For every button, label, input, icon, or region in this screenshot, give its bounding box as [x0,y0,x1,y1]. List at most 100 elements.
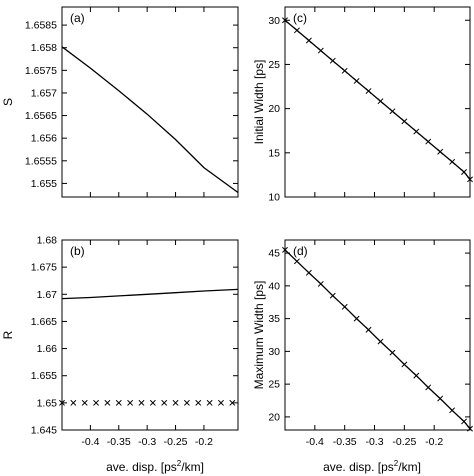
y-tick-label: 30 [268,15,280,27]
data-point [329,292,336,299]
data-point [413,128,420,135]
data-point [425,384,432,391]
data-point [218,399,224,406]
plot-frame [284,239,471,431]
x-axis-label-right-sup: 2 [394,459,399,468]
y-tick-label: 1.675 [31,262,57,274]
data-point [377,338,384,345]
data-point [317,47,324,54]
y-tick-label: 10 [268,192,280,204]
x-axis-label-left-prefix: ave. disp. [ps [106,460,177,474]
data-point [93,399,100,406]
y-tick-label: 20 [268,411,280,423]
panel-label: (b) [70,244,85,258]
data-point [282,246,288,253]
data-point [413,372,420,379]
y-tick-label: 30 [268,346,280,358]
series-line [284,19,471,180]
y-tick-label: 1.658 [31,42,57,54]
panel-label: (d) [293,244,308,258]
y-tick-label: 1.645 [31,425,57,437]
y-tick-label: 25 [268,59,280,71]
data-point [293,258,300,265]
data-point [149,399,156,406]
x-tick-label: -0.3 [365,436,383,448]
data-point [138,399,145,406]
data-point [195,399,202,406]
panel-b: -0.4 -0.35 -0.3 -0.25 -0.2 1.645 1.65 1.655 1.66… [1,235,239,448]
data-point [461,169,467,175]
y-tick-label: 1.656 [31,133,57,145]
y-tick-label: 1.665 [31,316,57,328]
data-point [206,399,213,406]
data-point [377,98,384,105]
y-tick-label: 25 [268,379,280,391]
data-point [365,326,372,333]
panel-d: -0.4 -0.35 -0.3 -0.25 -0.2 20 25 30 35 40 45 Maximu… [252,239,473,448]
y-tick-label: 1.655 [31,370,57,382]
data-point [353,78,360,84]
data-point [81,399,88,406]
x-tick-label: -0.4 [306,436,324,448]
data-point [293,27,300,34]
data-point [115,399,122,406]
series-0 [282,246,473,432]
x-tick-label: -0.4 [81,436,99,448]
x-axis-label-left-suffix: /km] [181,460,204,474]
plot-frame [61,6,239,198]
panel-label: (c) [293,11,307,25]
y-tick-label: 1.65 [37,397,58,409]
data-point [467,425,473,432]
data-point [161,399,168,406]
series-0 [282,17,473,183]
y-tick-label: 20 [268,103,280,115]
x-tick-label: -0.3 [138,436,156,448]
x-tick-label: -0.35 [107,436,131,448]
data-point [467,176,473,183]
x-axis-label-left-sup: 2 [177,459,182,468]
panel-c: 10 15 20 25 30 Initial Width [ps] (c) [252,6,473,204]
y-tick-label: 15 [268,147,280,159]
data-point [389,108,396,115]
x-axis-label-right-prefix: ave. disp. [ps [323,460,394,474]
panel-a: 1.655 1.6555 1.656 1.6565 1.657 1.6575 1.658 1.… [1,6,239,198]
y-tick-label: 1.66 [37,343,58,355]
data-point [305,269,312,276]
data-point [437,148,444,155]
y-tick-label: 1.68 [37,235,58,247]
x-tick-label: -0.2 [195,436,213,448]
plot-frame [61,239,239,431]
data-point [317,280,324,287]
y-tick-label: 1.6565 [25,110,57,122]
series-0 [61,288,239,300]
data-point [449,407,456,414]
y-axis-label: R [1,330,15,339]
y-axis-label: S [1,98,15,106]
x-tick-label: -0.35 [333,436,357,448]
data-point [282,17,288,24]
data-point [229,399,236,406]
y-tick-label: 1.6575 [25,65,57,77]
plot-frame [284,6,471,198]
data-point [172,399,179,406]
data-point [305,37,312,44]
data-point [389,349,396,356]
data-point [341,303,348,310]
series-line [284,249,471,430]
data-point [401,118,408,125]
data-point [104,399,111,406]
y-tick-label: 1.6585 [25,20,57,32]
data-point [401,361,408,368]
data-point [437,395,444,402]
data-point [365,88,372,94]
y-axis-label: Maximum Width [ps] [252,281,266,390]
x-axis-label-left: ave. disp. [ps2/km] [106,459,204,474]
series-1 [59,399,236,406]
x-axis-label-right: ave. disp. [ps2/km] [323,459,421,474]
y-tick-label: 1.655 [31,178,57,190]
data-point [425,138,432,145]
y-tick-label: 40 [268,280,280,292]
panel-label: (a) [70,11,85,25]
y-tick-label: 1.6555 [25,155,57,167]
